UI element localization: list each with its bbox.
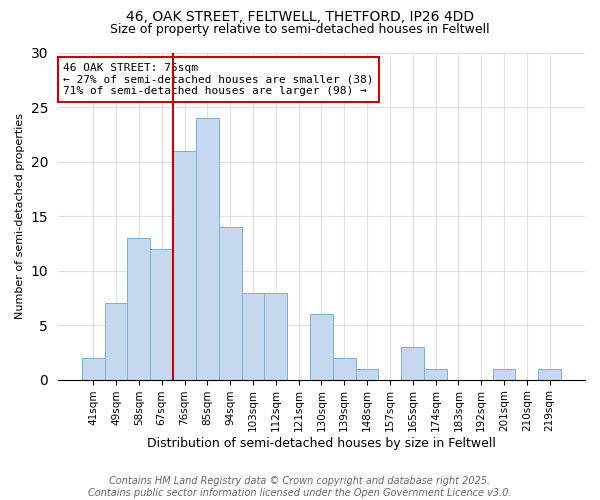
Text: 46 OAK STREET: 75sqm
← 27% of semi-detached houses are smaller (38)
71% of semi-: 46 OAK STREET: 75sqm ← 27% of semi-detac… [63, 63, 374, 96]
Bar [424, 368, 447, 380]
Bar [401, 347, 424, 380]
Bar [127, 238, 151, 380]
Bar [151, 249, 173, 380]
Bar [196, 118, 219, 380]
Text: 46, OAK STREET, FELTWELL, THETFORD, IP26 4DD: 46, OAK STREET, FELTWELL, THETFORD, IP26… [126, 10, 474, 24]
Bar [82, 358, 104, 380]
Bar [310, 314, 333, 380]
Bar [219, 227, 242, 380]
Bar [538, 368, 561, 380]
Bar [173, 151, 196, 380]
Bar [242, 292, 265, 380]
Bar [493, 368, 515, 380]
Bar [333, 358, 356, 380]
X-axis label: Distribution of semi-detached houses by size in Feltwell: Distribution of semi-detached houses by … [147, 437, 496, 450]
Bar [356, 368, 379, 380]
Text: Size of property relative to semi-detached houses in Feltwell: Size of property relative to semi-detach… [110, 22, 490, 36]
Bar [104, 304, 127, 380]
Text: Contains HM Land Registry data © Crown copyright and database right 2025.
Contai: Contains HM Land Registry data © Crown c… [88, 476, 512, 498]
Y-axis label: Number of semi-detached properties: Number of semi-detached properties [15, 114, 25, 320]
Bar [265, 292, 287, 380]
